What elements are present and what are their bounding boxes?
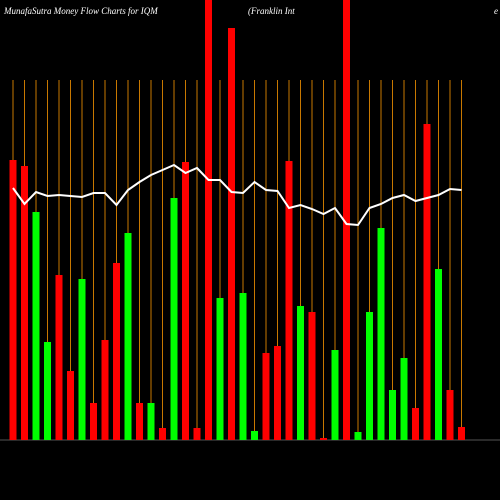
bar [101,340,109,440]
bar [44,342,51,440]
bar [67,371,74,440]
bar [308,312,316,440]
bar [170,198,178,440]
bar [32,212,40,440]
bar [124,233,132,440]
bar [228,28,235,440]
chart-subtitle-tail: e [494,6,498,16]
bar [377,228,385,440]
chart-title: MunafaSutra Money Flow Charts for IQM [3,6,158,16]
trend-line [12,163,462,227]
bar [435,269,442,440]
bar [343,0,350,440]
bar [251,431,258,440]
chart-subtitle: (Franklin Int [248,6,295,16]
bar [21,166,28,440]
bar [389,390,396,440]
bar [285,161,293,440]
bar [423,124,431,440]
bar [331,350,339,440]
bar [446,390,454,440]
bar [136,403,143,440]
bar [182,162,189,440]
bar [205,0,212,440]
bar [458,427,465,440]
bar [239,293,247,440]
bar [9,160,17,440]
bar [113,263,120,440]
bar [193,428,201,440]
bar [354,432,362,440]
bar [400,358,408,440]
bar [216,298,224,440]
bar [320,438,327,440]
bar [366,312,373,440]
bar [412,408,419,440]
bar [78,279,86,440]
bar [159,428,166,440]
bar [55,275,63,440]
bar [297,306,304,440]
bar [90,403,97,440]
bar [147,403,155,440]
bar [274,346,281,440]
bar [262,353,270,440]
